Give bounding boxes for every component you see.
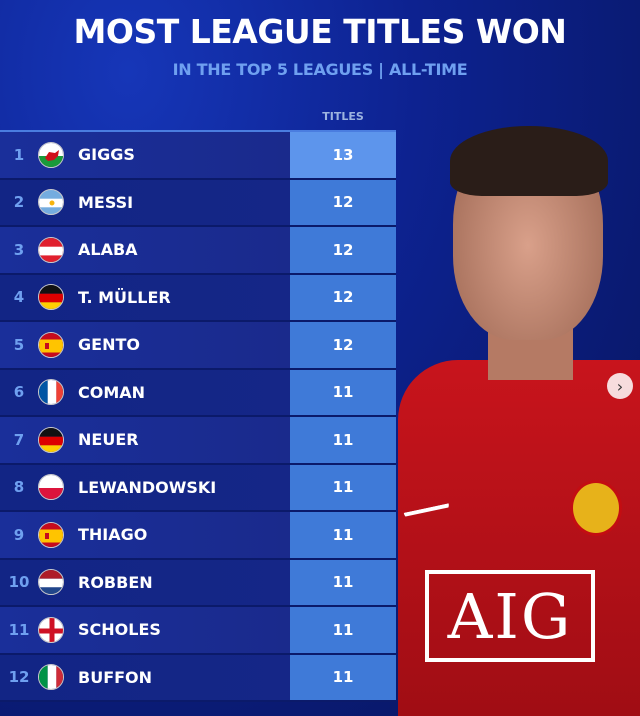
player-name: T. MÜLLER: [78, 287, 171, 307]
player-cell: 5 GENTO: [0, 322, 290, 368]
player-name: GIGGS: [78, 145, 135, 165]
table-row: 11 SCHOLES 11: [0, 607, 396, 655]
player-name: SCHOLES: [78, 620, 161, 640]
rank: 12: [8, 668, 30, 687]
italy-flag-icon: [38, 664, 64, 691]
spain-flag-icon: [38, 521, 64, 548]
rank: 4: [13, 288, 25, 307]
player-name: GENTO: [78, 335, 140, 355]
england-flag-icon: [38, 616, 64, 643]
player-cell: 3 ALABA: [0, 227, 290, 273]
red-shirt: [398, 360, 640, 716]
titles-value: 11: [290, 464, 396, 510]
rank: 10: [8, 573, 30, 592]
table-row: 4 T. MÜLLER 12: [0, 274, 396, 322]
player-cell: 9 THIAGO: [0, 512, 290, 558]
table-row: 8 LEWANDOWSKI 11: [0, 464, 396, 512]
player-name: ALABA: [78, 240, 138, 260]
titles-value: 11: [290, 417, 396, 463]
table-row: 5 GENTO 12: [0, 322, 396, 370]
player-name: MESSI: [78, 192, 134, 212]
rank: 7: [13, 430, 25, 449]
player-cell: 10 ROBBEN: [0, 559, 290, 605]
netherlands-flag-icon: [38, 569, 64, 596]
player-cell: 7 NEUER: [0, 417, 290, 463]
france-flag-icon: [38, 379, 64, 406]
titles-value: 12: [290, 179, 396, 225]
titles-value: 13: [290, 132, 396, 178]
wales-flag-icon: [38, 141, 64, 168]
player-hair: [450, 126, 608, 196]
player-cell: 1 GIGGS: [0, 132, 290, 178]
rank: 2: [13, 193, 25, 212]
player-name: COMAN: [78, 382, 146, 402]
titles-value: 11: [290, 559, 396, 605]
table-row: 9 THIAGO 11: [0, 512, 396, 560]
player-name: NEUER: [78, 430, 139, 450]
spain-flag-icon: [38, 331, 64, 358]
player-cell: 4 T. MÜLLER: [0, 274, 290, 320]
page-title: MOST LEAGUE TITLES WON: [73, 12, 567, 51]
player-name: BUFFON: [78, 667, 153, 687]
rank: 9: [13, 525, 25, 544]
table-row: 6 COMAN 11: [0, 369, 396, 417]
rank: 5: [13, 335, 25, 354]
player-cell: 2 MESSI: [0, 179, 290, 225]
player-cell: 8 LEWANDOWSKI: [0, 464, 290, 510]
column-header-titles: TITLES: [322, 110, 364, 123]
player-photo: AIG: [398, 126, 640, 716]
table-row: 2 MESSI 12: [0, 179, 396, 227]
rank: 3: [13, 240, 25, 259]
rankings-table: 1 GIGGS 13 2 MESSI 12 3 ALABA 12 4 T. MÜ…: [0, 130, 396, 702]
germany-flag-icon: [38, 284, 64, 311]
argentina-flag-icon: [38, 189, 64, 216]
page-subtitle: IN THE TOP 5 LEAGUES | ALL-TIME: [172, 60, 468, 79]
rank: 1: [13, 145, 25, 164]
titles-value: 12: [290, 274, 396, 320]
chevron-right-icon[interactable]: ›: [607, 373, 633, 399]
titles-value: 11: [290, 512, 396, 558]
titles-value: 12: [290, 322, 396, 368]
austria-flag-icon: [38, 236, 64, 263]
germany-flag-icon: [38, 426, 64, 453]
rank: 11: [8, 620, 30, 639]
table-row: 1 GIGGS 13: [0, 132, 396, 180]
rank: 6: [13, 383, 25, 402]
club-crest-icon: [570, 480, 622, 536]
table-row: 10 ROBBEN 11: [0, 559, 396, 607]
table-row: 3 ALABA 12: [0, 227, 396, 275]
rank: 8: [13, 478, 25, 497]
titles-value: 11: [290, 369, 396, 415]
titles-value: 11: [290, 654, 396, 700]
player-cell: 12 BUFFON: [0, 654, 290, 700]
titles-value: 11: [290, 607, 396, 653]
player-cell: 6 COMAN: [0, 369, 290, 415]
player-name: LEWANDOWSKI: [78, 477, 217, 497]
poland-flag-icon: [38, 474, 64, 501]
table-row: 7 NEUER 11: [0, 417, 396, 465]
player-name: THIAGO: [78, 525, 148, 545]
sponsor-logo: AIG: [425, 570, 595, 662]
player-name: ROBBEN: [78, 572, 153, 592]
table-row: 12 BUFFON 11: [0, 654, 396, 702]
titles-value: 12: [290, 227, 396, 273]
player-cell: 11 SCHOLES: [0, 607, 290, 653]
